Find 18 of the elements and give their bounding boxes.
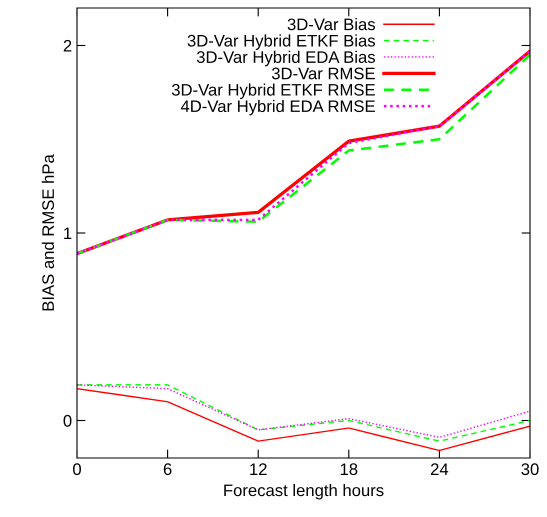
x-tick-label: 18 [340,463,358,476]
x-tick-label: 6 [164,463,172,476]
legend-label: 4D-Var Hybrid EDA RMSE [180,100,375,116]
x-tick-label: 12 [250,463,267,475]
x-tick-label: 24 [430,463,448,475]
legend-label: 3D-Var Bias [288,18,375,30]
x-tick-label: 30 [521,463,539,476]
y-tick-label: 0 [64,414,72,427]
y-axis-title: BIAS and RMSE hPa [42,154,54,310]
legend-label: 3D-Var Hybrid ETKF RMSE [172,83,375,100]
y-tick-label: 1 [64,228,72,240]
x-axis-title: Forecast length hours [224,484,384,500]
legend-label: 3D-Var Hybrid EDA Bias [196,50,375,66]
line-series [77,388,530,452]
y-tick-label: 2 [64,40,72,52]
x-tick-label: 0 [73,463,81,476]
legend-label: 3D-Var RMSE [272,68,375,80]
legend-label: 3D-Var Hybrid ETKF Bias [188,34,375,50]
